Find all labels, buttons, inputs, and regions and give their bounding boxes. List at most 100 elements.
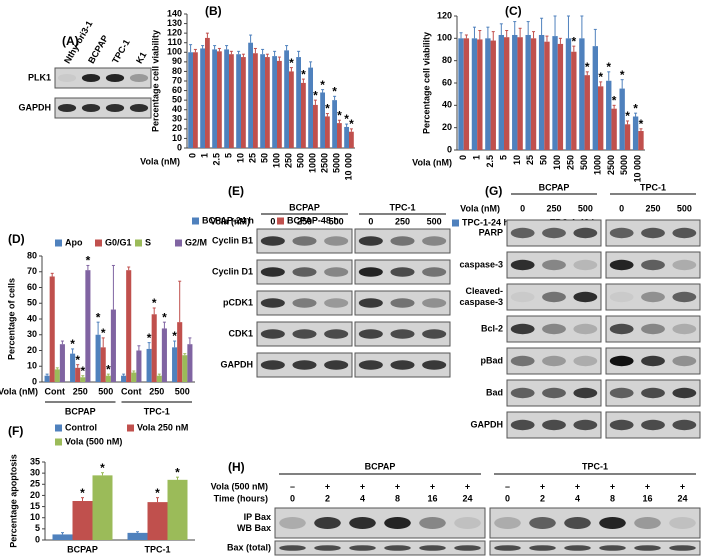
row-label: Cleaved- xyxy=(465,286,503,296)
blot-band xyxy=(390,360,415,370)
bar xyxy=(485,38,491,151)
bar xyxy=(638,131,644,150)
row-label: caspase-3 xyxy=(459,297,503,307)
significance-marker: * xyxy=(612,94,617,108)
blot-band xyxy=(419,517,446,529)
bar xyxy=(498,34,504,150)
significance-marker: * xyxy=(301,67,306,81)
bar xyxy=(52,534,73,540)
x-tick-label: 500 xyxy=(579,155,589,170)
treatment-mark: – xyxy=(505,481,510,491)
blot-band xyxy=(260,298,285,308)
bar xyxy=(80,377,86,382)
blot-band xyxy=(641,227,665,239)
bar xyxy=(337,123,342,148)
lane-label: 0 xyxy=(368,216,373,226)
blot-band xyxy=(672,323,697,335)
blot-band xyxy=(358,360,383,370)
significance-marker: * xyxy=(289,56,294,70)
blot-band xyxy=(641,355,665,367)
bar xyxy=(92,475,113,540)
x-tick-label: Cont xyxy=(45,386,66,396)
blot-band xyxy=(422,329,447,339)
row-label: pCDK1 xyxy=(223,297,253,307)
blot-band xyxy=(390,329,415,339)
blot-band xyxy=(609,355,634,367)
y-tick-label: 70 xyxy=(172,75,182,85)
bar xyxy=(320,92,325,148)
y-tick-label: 100 xyxy=(167,47,182,57)
lane-label: K1 xyxy=(134,50,148,65)
y-tick-label: 30 xyxy=(30,468,40,478)
x-tick-label: 5 xyxy=(498,155,508,160)
blot-band xyxy=(129,74,149,82)
significance-marker: * xyxy=(598,70,603,84)
blot-band xyxy=(542,259,566,271)
bar xyxy=(70,353,76,382)
group-label: BCPAP xyxy=(289,202,320,212)
significance-marker: * xyxy=(172,329,177,343)
y-tick-label: 40 xyxy=(442,100,452,110)
significance-marker: * xyxy=(175,465,180,479)
blot xyxy=(489,540,701,556)
bar xyxy=(146,348,152,382)
bar xyxy=(538,34,545,150)
bar xyxy=(477,39,483,151)
blot-band xyxy=(609,227,634,239)
blot-band xyxy=(324,329,349,339)
treatment-title: Vola (500 nM) xyxy=(211,481,268,491)
y-tick-label: 20 xyxy=(442,122,452,132)
group-label: BCPAP xyxy=(539,182,570,192)
x-tick-label: 500 xyxy=(295,153,305,168)
blot-band xyxy=(324,236,349,246)
y-tick-label: 100 xyxy=(437,33,452,43)
bar xyxy=(200,48,205,149)
blot-band xyxy=(510,323,535,335)
treatment-mark: + xyxy=(645,481,650,491)
significance-marker: * xyxy=(86,254,91,268)
bar xyxy=(161,328,167,382)
significance-marker: * xyxy=(80,364,85,378)
row-label: WB Bax xyxy=(237,523,271,533)
blot-band xyxy=(260,329,285,339)
x-axis-title: Vola (nM) xyxy=(0,386,38,396)
y-tick-label: 0 xyxy=(35,534,40,544)
blot-band xyxy=(57,104,77,112)
lane-label: 0 xyxy=(520,203,525,213)
row-label: Bad xyxy=(486,387,503,397)
row-label: PLK1 xyxy=(28,72,51,82)
panel-label: (H) xyxy=(228,460,245,474)
blot-band xyxy=(494,517,521,529)
legend-label: TPC-1-24 h xyxy=(462,217,509,227)
blot-band xyxy=(454,545,481,551)
blot-band xyxy=(564,545,591,551)
x-tick-label: 10 000 xyxy=(633,155,643,183)
legend-swatch xyxy=(452,219,459,227)
x-tick-label: 250 xyxy=(566,155,576,170)
blot-band xyxy=(129,104,149,112)
time-label: 0 xyxy=(290,493,295,503)
y-tick-label: 60 xyxy=(172,85,182,95)
bar xyxy=(471,38,478,151)
bar xyxy=(236,54,241,149)
blot-band xyxy=(529,545,556,551)
y-tick-label: 30 xyxy=(27,329,37,339)
legend-label: BCPAP-48 h xyxy=(287,215,339,225)
lane-label: 0 xyxy=(270,216,275,226)
bar xyxy=(584,75,590,150)
blot-band xyxy=(81,104,101,112)
y-tick-label: 10 xyxy=(30,512,40,522)
bar xyxy=(579,38,585,151)
bar xyxy=(147,502,168,540)
blot xyxy=(489,507,701,539)
y-tick-label: 40 xyxy=(172,104,182,114)
blot-band xyxy=(324,298,349,308)
blot-band xyxy=(105,104,125,112)
significance-marker: * xyxy=(100,461,105,475)
panel-label: (D) xyxy=(8,232,25,246)
legend-label: Apo xyxy=(65,237,83,247)
legend-swatch xyxy=(175,239,182,247)
blot-band xyxy=(599,517,626,529)
time-label: 0 xyxy=(505,493,510,503)
blot-band xyxy=(634,545,661,551)
